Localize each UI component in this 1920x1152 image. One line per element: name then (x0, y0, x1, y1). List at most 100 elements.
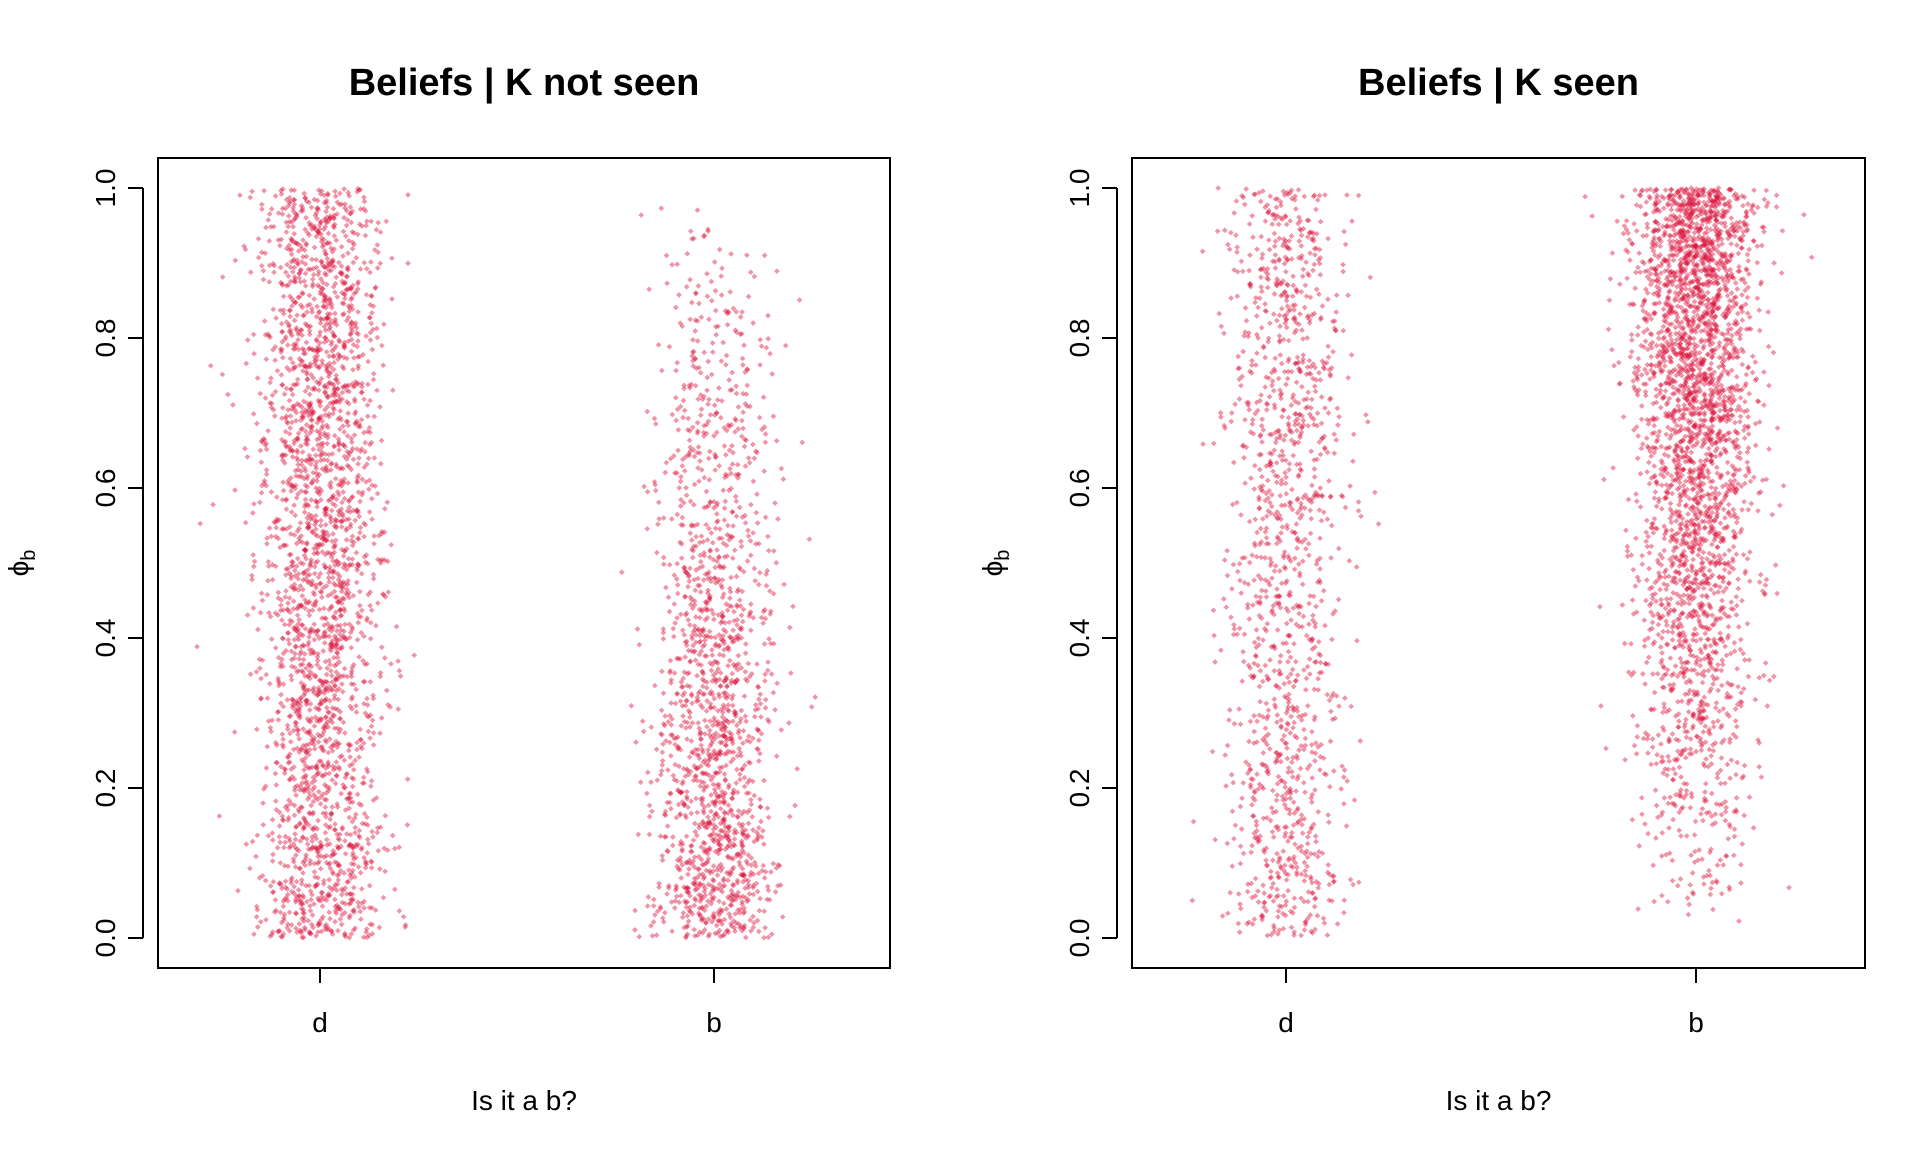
point (309, 305, 315, 312)
point (711, 616, 717, 623)
point (385, 589, 392, 595)
point (317, 320, 324, 327)
point (381, 321, 387, 328)
point (1307, 250, 1313, 257)
point (301, 278, 308, 285)
point (341, 608, 348, 614)
point (757, 336, 764, 343)
point (649, 933, 656, 939)
point (718, 292, 725, 298)
point (682, 593, 688, 600)
point (713, 511, 720, 517)
point (306, 661, 312, 668)
point (338, 243, 345, 250)
point (773, 559, 780, 566)
point (740, 727, 747, 734)
point (1263, 406, 1270, 413)
point (1246, 738, 1252, 745)
point (304, 484, 311, 490)
point (302, 548, 309, 554)
point (277, 860, 284, 866)
point (1331, 431, 1338, 438)
point (350, 852, 356, 859)
point (327, 823, 334, 830)
y-tick-label: 0.6 (90, 469, 121, 508)
point (751, 792, 758, 799)
point (754, 491, 760, 498)
point (1317, 767, 1323, 773)
point (291, 787, 298, 794)
point (337, 579, 343, 586)
point (673, 367, 679, 374)
point (207, 362, 214, 369)
point (279, 635, 286, 642)
point (327, 816, 334, 823)
point (1283, 640, 1290, 647)
point (269, 858, 276, 864)
point (377, 730, 383, 737)
point (1284, 375, 1291, 382)
point (667, 657, 674, 664)
point (264, 535, 270, 541)
point (306, 328, 313, 334)
point (786, 624, 793, 631)
point (357, 743, 364, 750)
point (1227, 889, 1234, 896)
point (369, 930, 376, 937)
point (1283, 268, 1289, 275)
point (671, 601, 678, 607)
point (1280, 848, 1287, 855)
point (686, 437, 693, 444)
point (701, 717, 708, 724)
point (261, 480, 268, 486)
point (774, 268, 780, 275)
point (742, 934, 749, 941)
point (674, 261, 681, 268)
point (1293, 206, 1299, 212)
point (1274, 586, 1280, 592)
point (341, 186, 347, 192)
point (307, 266, 314, 273)
point (258, 459, 265, 466)
point (660, 626, 667, 632)
point (329, 500, 336, 507)
point (317, 570, 324, 577)
point (739, 355, 746, 362)
point (730, 627, 737, 634)
point (359, 900, 365, 907)
point (788, 670, 794, 676)
point (650, 903, 657, 909)
point (320, 913, 326, 920)
point (1294, 427, 1300, 434)
point (653, 932, 660, 938)
point (665, 767, 671, 773)
point (285, 817, 291, 823)
point (1285, 887, 1291, 894)
point (1312, 758, 1318, 764)
point (683, 492, 690, 499)
point (660, 690, 667, 697)
point (322, 389, 329, 395)
point (774, 680, 781, 687)
point (1303, 675, 1310, 682)
point (1209, 748, 1216, 755)
point (685, 415, 692, 422)
point (338, 524, 345, 530)
point (316, 365, 322, 371)
point (293, 910, 299, 916)
point (1276, 568, 1283, 574)
point (683, 833, 690, 840)
point (754, 888, 761, 895)
point (1211, 632, 1217, 639)
point (707, 704, 714, 711)
point (282, 878, 289, 885)
point (634, 626, 641, 632)
point (729, 670, 736, 677)
point (757, 895, 763, 902)
point (1297, 311, 1303, 317)
point (1345, 292, 1351, 299)
point (326, 876, 332, 883)
point (338, 790, 345, 797)
point (361, 905, 367, 911)
